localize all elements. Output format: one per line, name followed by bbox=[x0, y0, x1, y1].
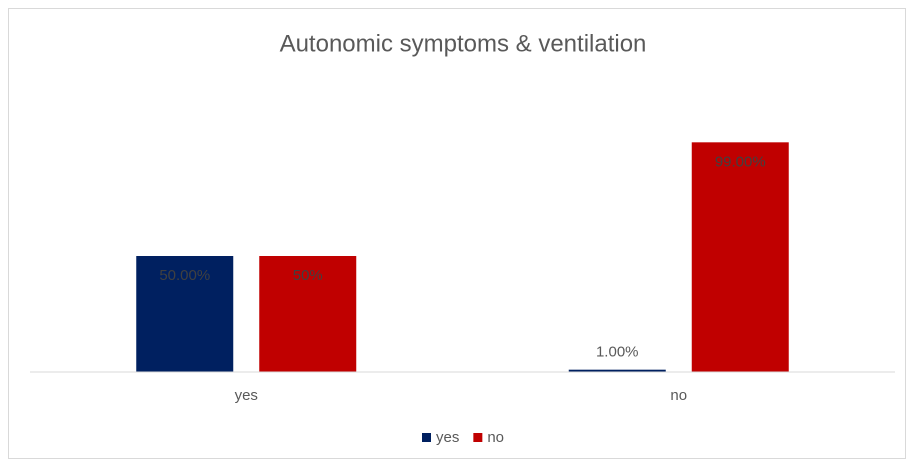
legend-label: no bbox=[487, 429, 504, 446]
x-tick-label: no bbox=[670, 387, 687, 404]
data-label: 99.00% bbox=[715, 153, 766, 170]
data-label: 50.00% bbox=[159, 267, 210, 284]
data-label: 1.00% bbox=[596, 344, 639, 361]
bar bbox=[568, 369, 666, 372]
legend-swatch bbox=[473, 433, 483, 442]
bar bbox=[136, 256, 234, 372]
legend-label: yes bbox=[436, 429, 459, 446]
chart-title: Autonomic symptoms & ventilation bbox=[280, 30, 647, 57]
x-tick-label: yes bbox=[235, 387, 258, 404]
data-label: 50% bbox=[293, 267, 323, 284]
legend-swatch bbox=[422, 433, 431, 442]
bar bbox=[259, 256, 357, 372]
bar bbox=[691, 142, 789, 372]
